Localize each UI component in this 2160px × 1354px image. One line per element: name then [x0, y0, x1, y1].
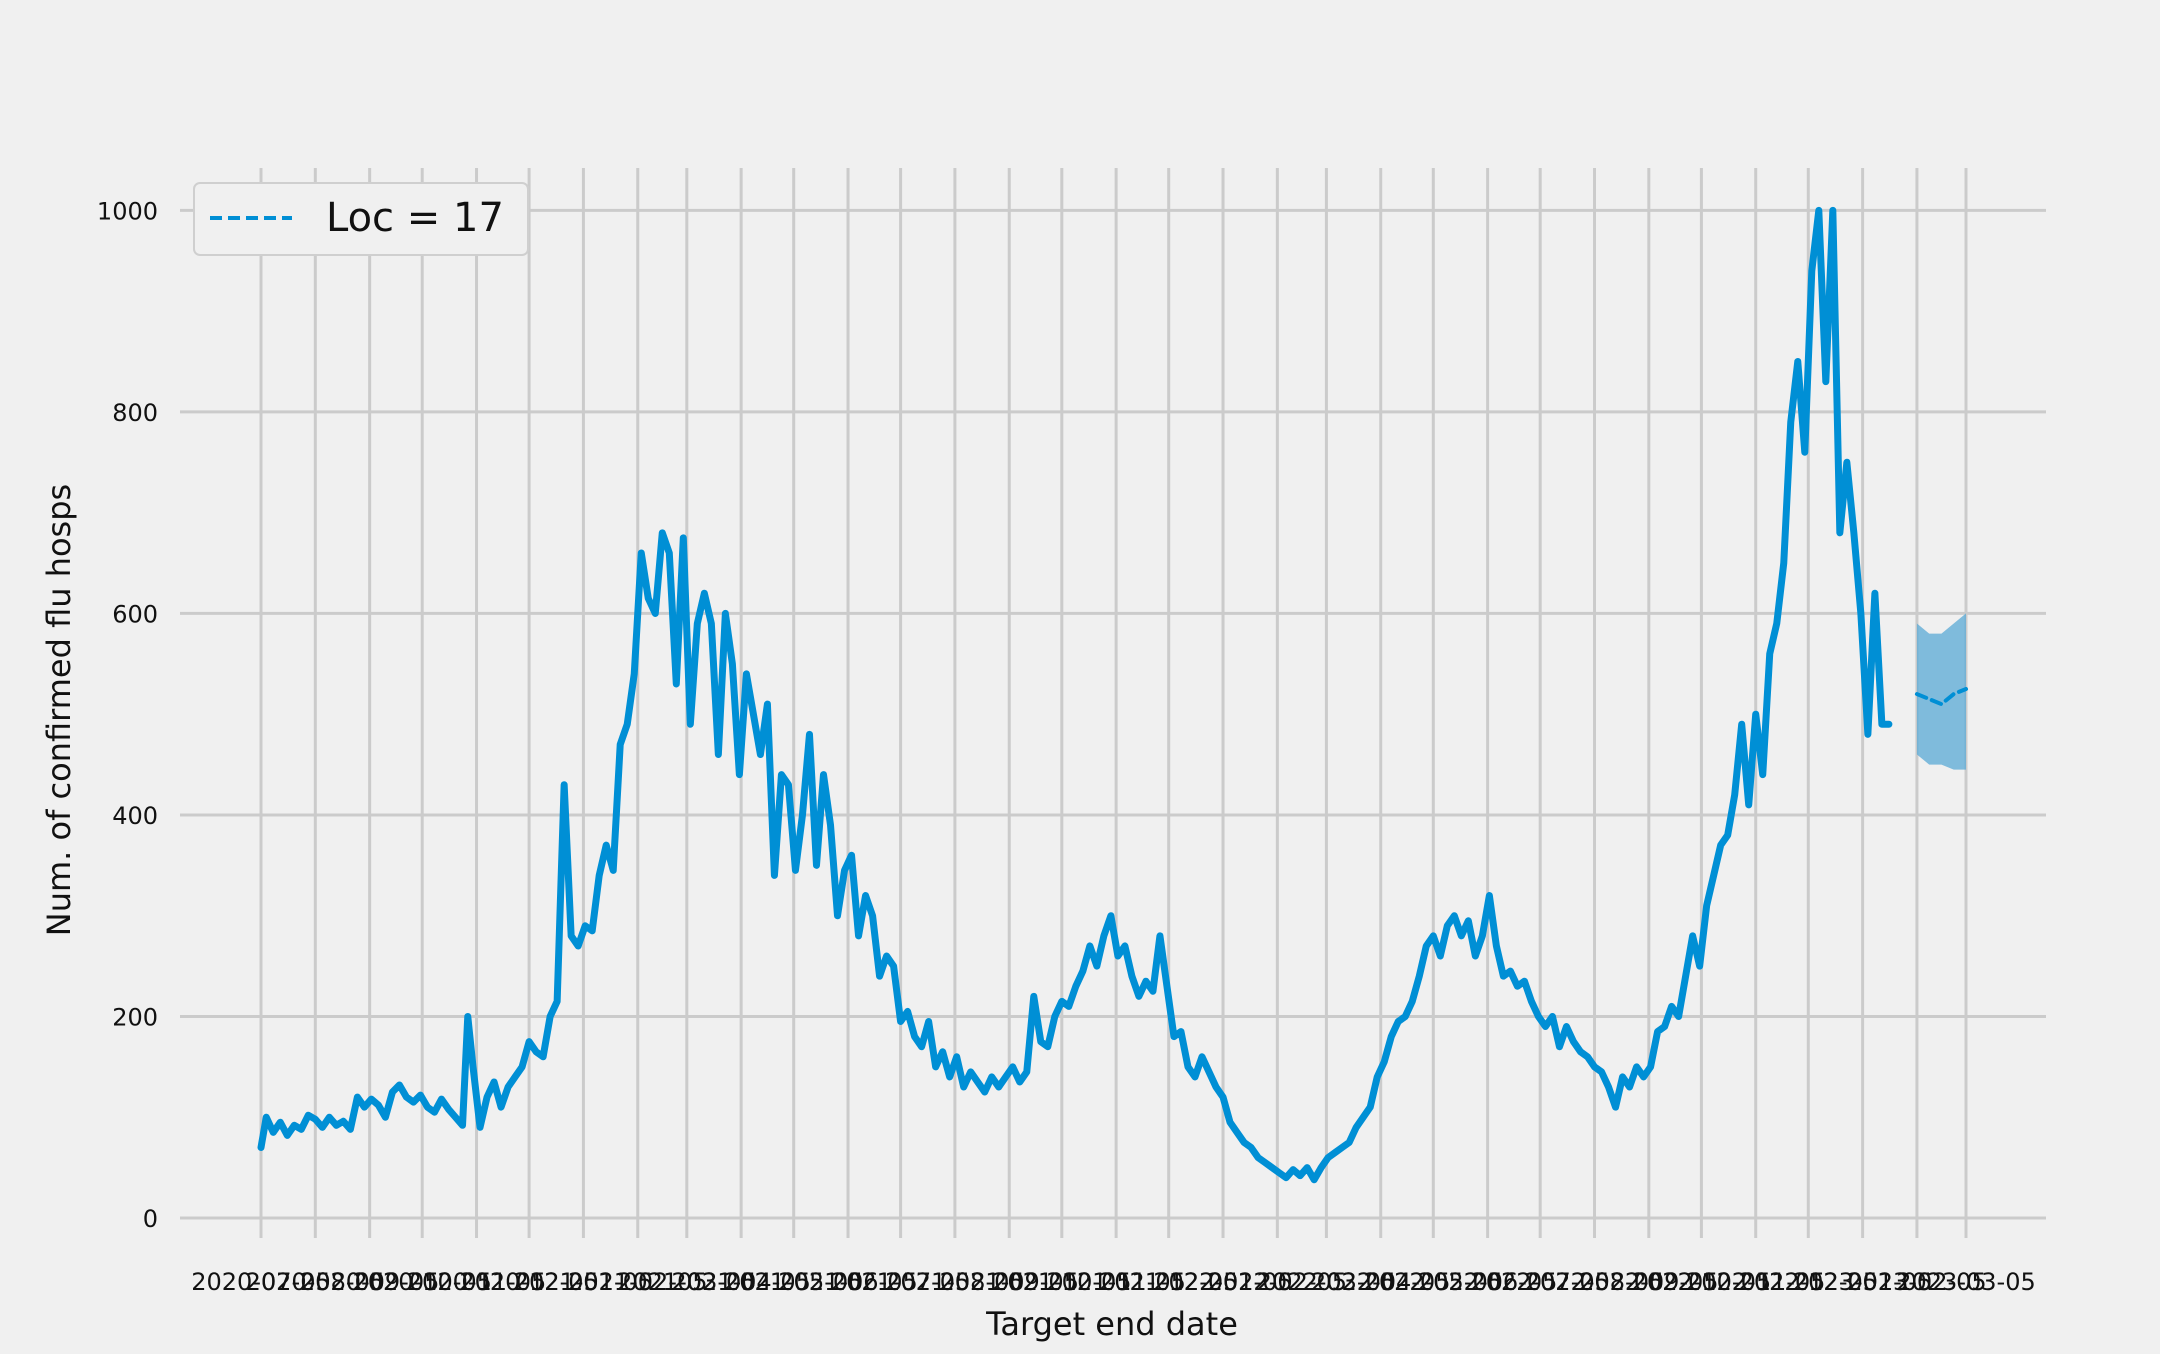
legend-box [193, 182, 529, 256]
x-tick-label: 2021-06-05 [778, 1268, 917, 1296]
x-axis-label: Target end date [985, 1305, 1238, 1343]
forecast-interval-band [1916, 613, 1966, 770]
x-tick-label: 2023-01-05 [1793, 1268, 1932, 1296]
x-tick-label: 2022-04-05 [1311, 1268, 1450, 1296]
x-tick-label: 2021-08-05 [885, 1268, 1024, 1296]
x-tick-label: 2020-08-05 [246, 1268, 385, 1296]
observed-series-line [257, 206, 1893, 1184]
y-tick-label: 0 [143, 1205, 158, 1233]
x-tick-label: 2021-12-05 [1099, 1268, 1238, 1296]
x-tick-label: 2022-02-05 [1208, 1268, 1347, 1296]
x-tick-label: 2021-04-05 [671, 1268, 810, 1296]
x-tick-label: 2021-05-05 [724, 1268, 863, 1296]
x-tick-label: 2022-07-05 [1470, 1268, 1609, 1296]
x-tick-label: 2022-01-05 [1153, 1268, 1292, 1296]
y-tick-label: 200 [112, 1003, 158, 1031]
x-tick-label: 2020-10-05 [352, 1268, 491, 1296]
x-tick-label: 2021-11-05 [1046, 1268, 1185, 1296]
series-layer [257, 206, 1968, 1184]
legend: Loc = 17 [193, 182, 529, 256]
x-tick-label: 2020-11-05 [407, 1268, 546, 1296]
x-tick-label: 2022-06-05 [1418, 1268, 1557, 1296]
y-tick-label: 800 [112, 399, 158, 427]
x-tick-label: 2021-09-05 [939, 1268, 1078, 1296]
x-tick-label: 2022-11-05 [1686, 1268, 1825, 1296]
x-tick-label: 2020-12-05 [459, 1268, 598, 1296]
y-tick-label: 1000 [97, 197, 158, 225]
x-tick-labels: 2020-07-052020-08-052020-09-052020-10-05… [191, 1268, 2035, 1296]
x-tick-label: 2021-10-05 [992, 1268, 1131, 1296]
x-tick-label: 2021-02-05 [568, 1268, 707, 1296]
y-axis-label: Num. of confirmed flu hosps [40, 484, 78, 936]
x-tick-label: 2020-09-05 [300, 1268, 439, 1296]
x-tick-label: 2020-07-05 [191, 1268, 330, 1296]
x-tick-label: 2023-03-05 [1896, 1268, 2035, 1296]
x-tick-label: 2022-09-05 [1579, 1268, 1718, 1296]
x-tick-label: 2022-10-05 [1632, 1268, 1771, 1296]
legend-entry-label: Loc = 17 [326, 195, 504, 241]
x-tick-label: 2022-08-05 [1525, 1268, 1664, 1296]
y-tick-label: 600 [112, 600, 158, 628]
x-tick-label: 2022-05-05 [1364, 1268, 1503, 1296]
x-tick-label: 2021-01-05 [514, 1268, 653, 1296]
x-tick-label: 2021-07-05 [831, 1268, 970, 1296]
y-tick-label: 400 [112, 802, 158, 830]
x-tick-label: 2023-02-05 [1847, 1268, 1986, 1296]
forecast-series-line [1914, 687, 1968, 707]
y-tick-labels: 0 200 400 600 800 1000 [97, 197, 158, 1233]
x-tick-label: 2021-03-05 [617, 1268, 756, 1296]
x-tick-label: 2022-12-05 [1739, 1268, 1878, 1296]
x-tick-label: 2022-03-05 [1257, 1268, 1396, 1296]
